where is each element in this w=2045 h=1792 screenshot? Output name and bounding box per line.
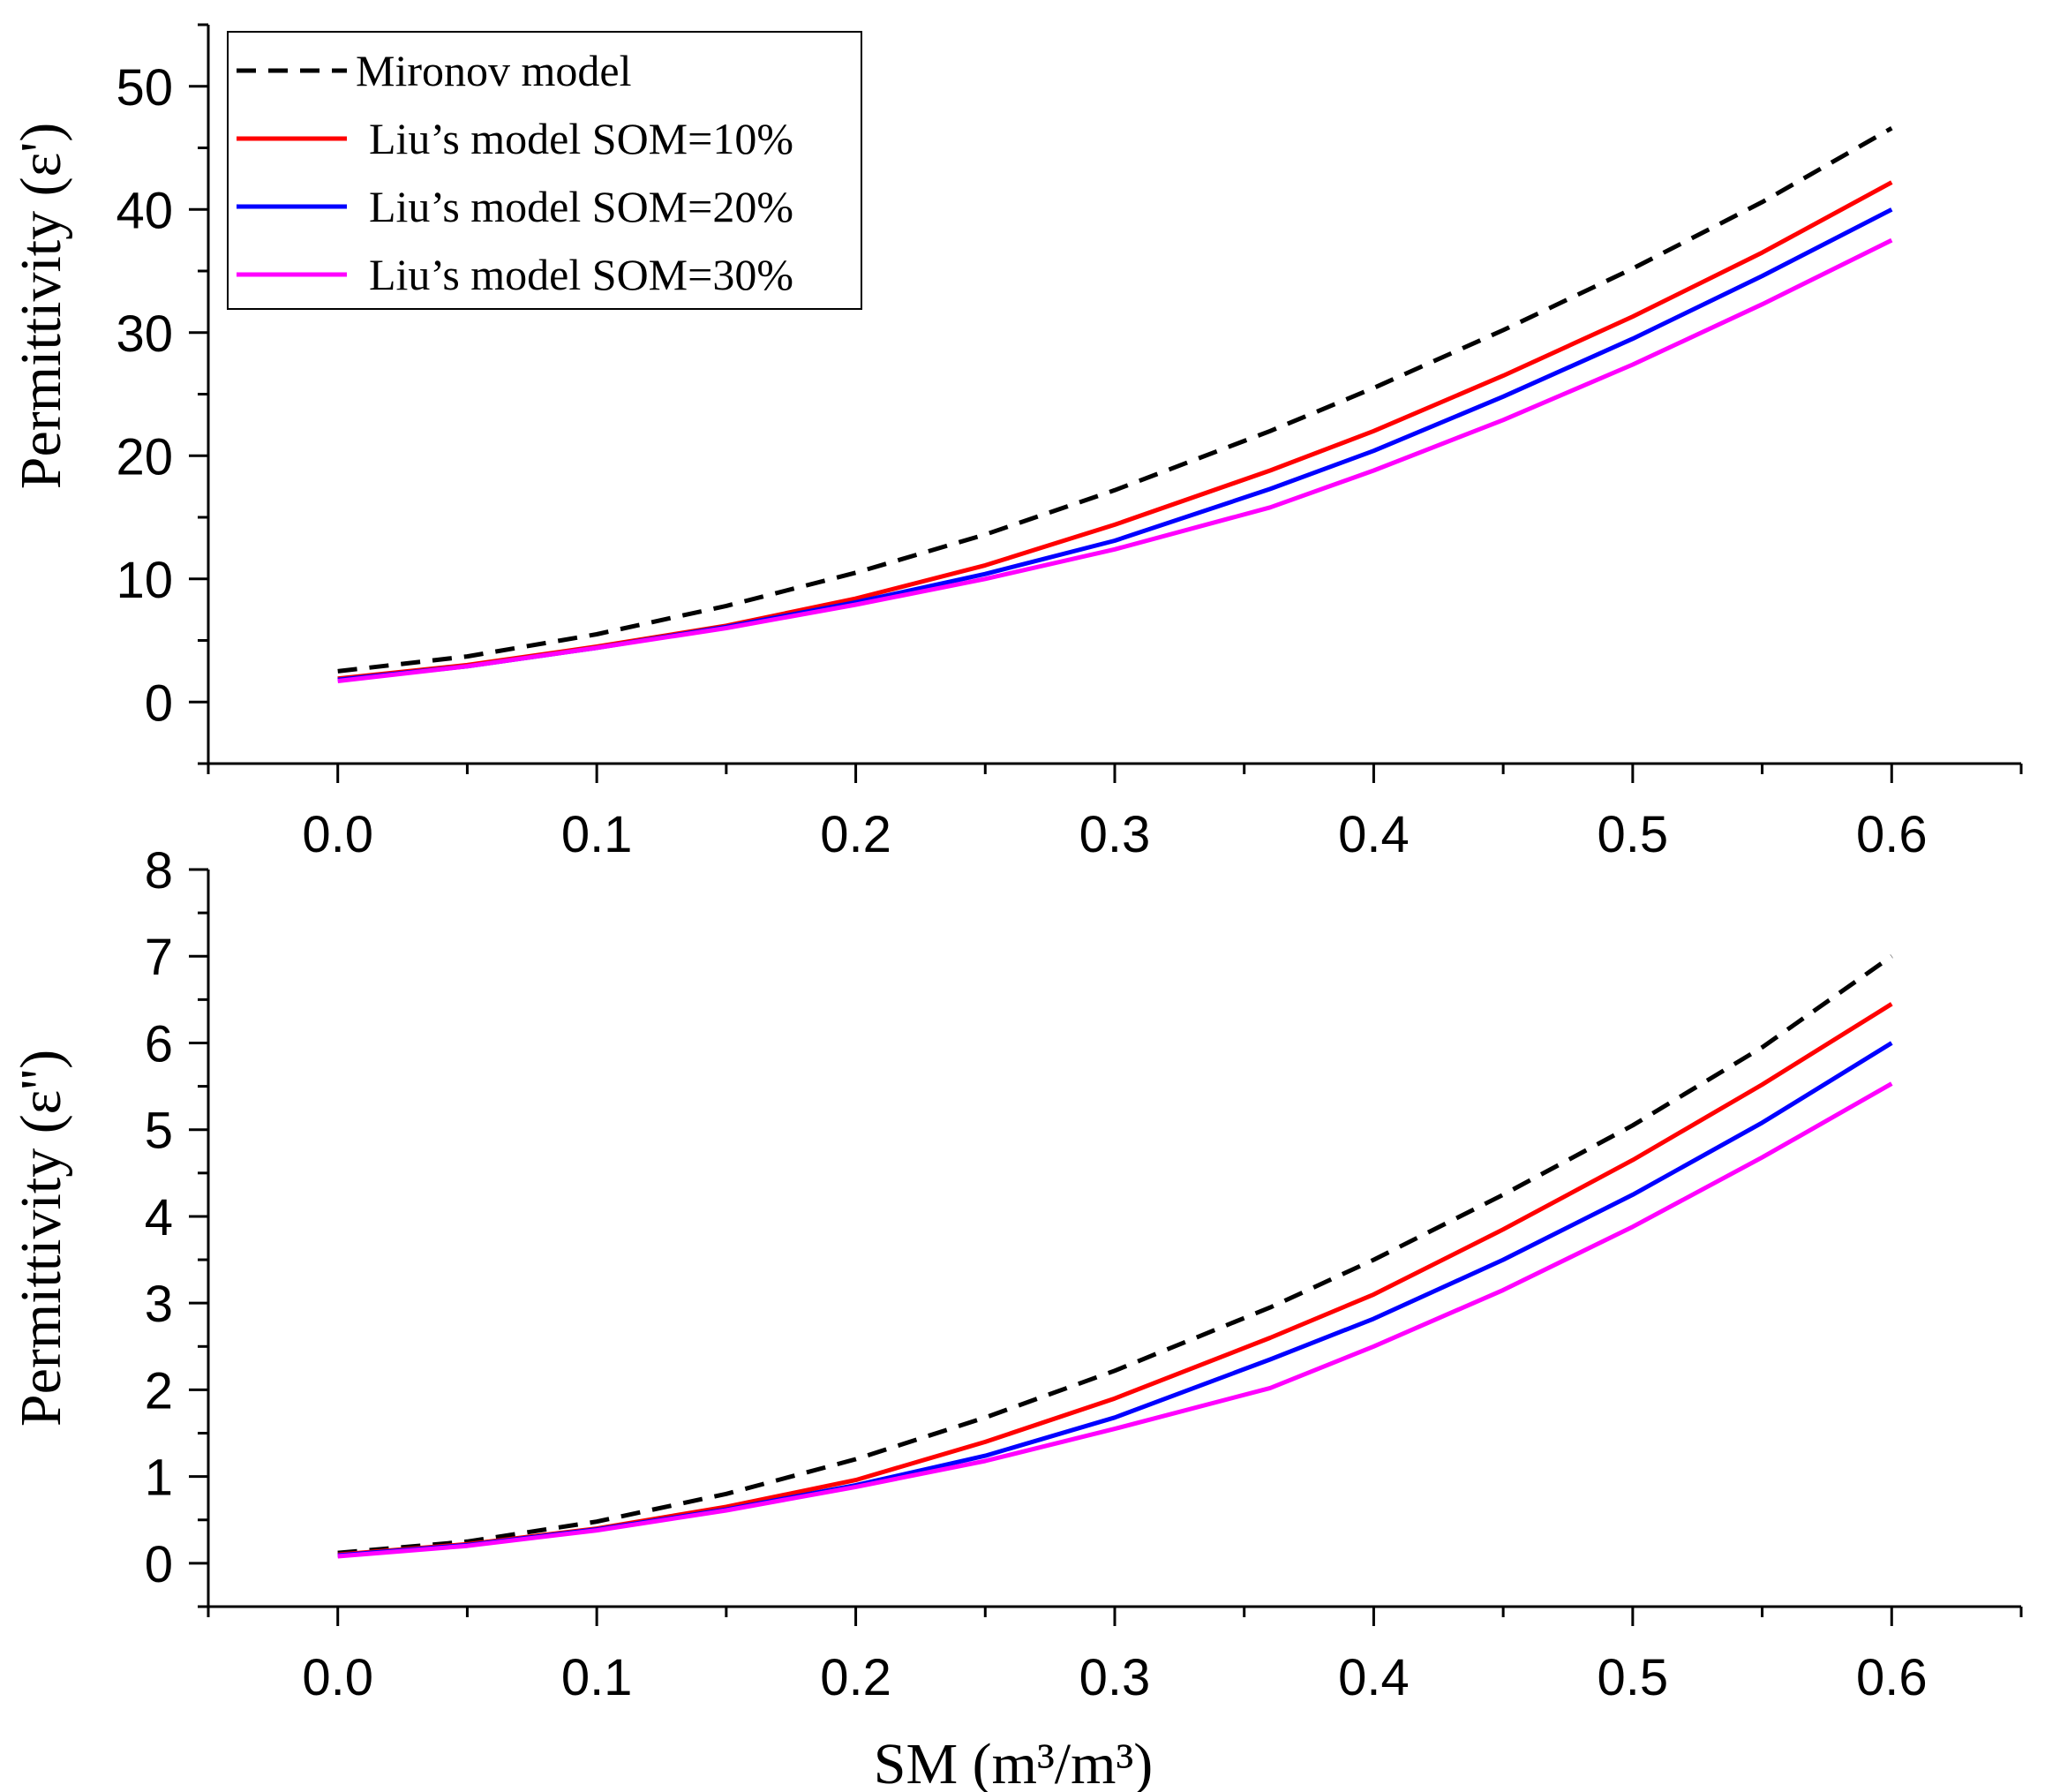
x-axis-title: SM (m³/m³) <box>874 1732 1153 1792</box>
x-tick-label: 0.1 <box>561 1649 633 1706</box>
y-tick-label: 0 <box>145 1536 173 1593</box>
y-tick-label: 40 <box>116 182 173 239</box>
bottom-panel: 0.0 0.1 0.2 0.3 0.4 0.5 0.6 0 1 2 3 4 5 6 7 8 Permittivi… <box>9 842 2023 1792</box>
x-tick-label: 0.3 <box>1079 1649 1151 1706</box>
y-tick-label: 50 <box>116 59 173 117</box>
y-axis-title: Permittivity (ε'') <box>9 1050 73 1427</box>
x-tick-label: 0.2 <box>820 806 891 863</box>
series-line-mironov-model <box>337 954 1893 1555</box>
y-tick-label: 30 <box>116 305 173 363</box>
series-line-liu-s-model-som-30- <box>337 237 1893 683</box>
x-tick-label: 0.4 <box>1338 806 1410 863</box>
series-line-liu-s-model-som-30- <box>337 1081 1893 1559</box>
y-tick-label: 20 <box>116 428 173 486</box>
x-tick-label: 0.2 <box>820 1649 891 1706</box>
x-tick-label: 0.1 <box>561 806 633 863</box>
y-tick-label: 10 <box>116 552 173 609</box>
legend-box <box>227 31 862 310</box>
x-tick-label: 0.3 <box>1079 806 1151 863</box>
x-tick-label: 0.6 <box>1856 1649 1928 1706</box>
y-tick-label: 5 <box>145 1103 173 1160</box>
y-tick-label: 0 <box>145 674 173 732</box>
legend-label: Liu’s model SOM=10% <box>369 114 793 163</box>
x-tick-label: 0.4 <box>1338 1649 1410 1706</box>
x-tick-label: 0.6 <box>1856 806 1928 863</box>
series-line-mironov-model <box>337 126 1893 674</box>
series-line-liu-s-model-som-20- <box>337 1041 1893 1558</box>
x-tick-label: 0.0 <box>302 1649 373 1706</box>
legend-label: Mironov model <box>356 46 631 95</box>
y-tick-label: 7 <box>145 929 173 986</box>
legend-label: Liu’s model SOM=20% <box>369 182 793 231</box>
y-tick-label: 2 <box>145 1362 173 1419</box>
legend: Mironov model Liu’s model SOM=10% Liu’s mo… <box>227 31 862 310</box>
y-tick-label: 1 <box>145 1449 173 1507</box>
x-tick-label: 0.0 <box>302 806 373 863</box>
series-line-liu-s-model-som-10- <box>337 1002 1893 1557</box>
y-tick-label: 4 <box>145 1189 173 1246</box>
legend-label: Liu’s model SOM=30% <box>369 250 793 299</box>
top-panel: 0.0 0.1 0.2 0.3 0.4 0.5 0.6 0 10 20 30 40 50 Permitti… <box>9 23 2023 863</box>
y-tick-label: 3 <box>145 1276 173 1333</box>
y-tick-label: 6 <box>145 1015 173 1073</box>
y-axis-title: Permittivity (ε') <box>9 123 73 489</box>
x-tick-label: 0.5 <box>1598 1649 1669 1706</box>
y-tick-label: 8 <box>145 842 173 900</box>
x-tick-label: 0.5 <box>1598 806 1669 863</box>
